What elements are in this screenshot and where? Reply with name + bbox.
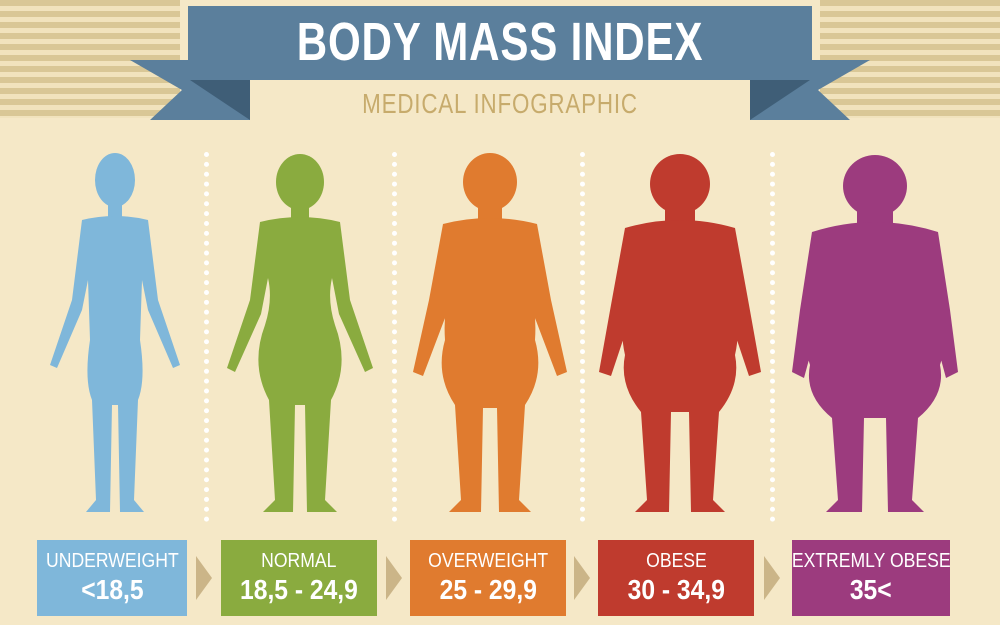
category-range: 30 - 34,9 xyxy=(627,574,725,605)
page-subtitle: MEDICAL INFOGRAPHIC xyxy=(362,88,638,119)
category-range: <18,5 xyxy=(80,574,144,605)
chevron-right-icon xyxy=(386,556,402,600)
category-label: NORMAL xyxy=(261,550,337,572)
thin-woman-silhouette xyxy=(30,150,200,520)
overweight-woman-silhouette xyxy=(405,150,575,520)
category-range: 18,5 - 24,9 xyxy=(240,574,358,605)
category-obese: OBESE 30 - 34,9 xyxy=(598,540,754,616)
chevron-right-icon xyxy=(574,556,590,600)
category-extremly-obese: EXTREMLY OBESE 35< xyxy=(792,540,950,616)
category-label: OVERWEIGHT xyxy=(428,550,548,572)
category-label: OBESE xyxy=(645,550,707,572)
ribbon-fold-left xyxy=(190,80,250,120)
ribbon-fold-right xyxy=(750,80,810,120)
chevron-right-icon xyxy=(764,556,780,600)
title-ribbon xyxy=(130,6,870,120)
chevron-right-icon xyxy=(196,556,212,600)
column-divider xyxy=(770,152,775,522)
category-range: 25 - 29,9 xyxy=(439,574,537,605)
column-divider xyxy=(580,152,585,522)
ribbon-main xyxy=(188,6,812,80)
header-stripes-right xyxy=(820,0,1000,118)
column-divider xyxy=(392,152,397,522)
obese-woman-silhouette xyxy=(595,150,765,520)
category-overweight: OVERWEIGHT 25 - 29,9 xyxy=(410,540,566,616)
category-range: 35< xyxy=(850,574,892,605)
extremely-obese-woman-silhouette xyxy=(790,150,960,520)
category-label: EXTREMLY OBESE xyxy=(791,550,951,572)
column-divider xyxy=(204,152,209,522)
normal-woman-silhouette xyxy=(215,150,385,520)
category-normal: NORMAL 18,5 - 24,9 xyxy=(221,540,377,616)
page-title: BODY MASS INDEX xyxy=(296,12,704,72)
category-underweight: UNDERWEIGHT <18,5 xyxy=(37,540,187,616)
header-stripes-left xyxy=(0,0,180,118)
category-label: UNDERWEIGHT xyxy=(45,550,179,572)
